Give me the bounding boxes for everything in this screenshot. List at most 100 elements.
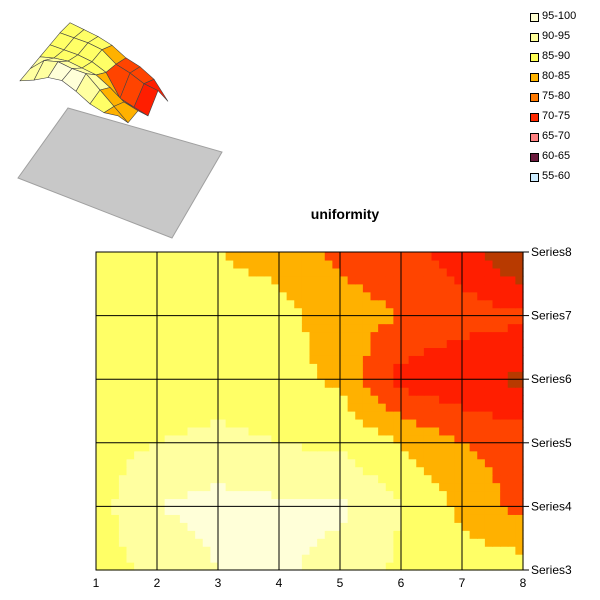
contour-cell xyxy=(401,275,410,285)
contour-cell xyxy=(141,275,150,285)
contour-cell xyxy=(416,426,425,436)
contour-cell xyxy=(500,387,509,396)
series-label: Series4 xyxy=(531,499,572,513)
contour-cell xyxy=(126,466,135,476)
contour-cell xyxy=(157,307,166,317)
contour-cell xyxy=(309,458,318,468)
contour-cell xyxy=(210,434,219,444)
contour-cell xyxy=(256,379,265,388)
legend-item: 60-65 xyxy=(530,148,600,168)
contour-cell xyxy=(439,554,448,563)
contour-cell xyxy=(157,538,166,547)
contour-cell xyxy=(477,498,486,507)
contour-cell xyxy=(515,379,524,388)
contour-cell xyxy=(362,466,372,476)
contour-cell xyxy=(393,530,402,539)
contour-cell xyxy=(233,506,242,515)
contour-cell xyxy=(286,323,295,333)
contour-cell xyxy=(149,395,158,404)
contour-cell xyxy=(492,395,501,404)
contour-cell xyxy=(362,355,372,364)
contour-cell xyxy=(507,514,516,523)
contour-cell xyxy=(286,442,295,452)
contour-cell xyxy=(111,418,120,428)
contour-cell xyxy=(317,387,326,396)
contour-cell xyxy=(96,395,105,404)
contour-cell xyxy=(309,355,318,364)
contour-cell xyxy=(347,371,356,380)
contour-cell xyxy=(218,347,227,356)
contour-cell xyxy=(172,458,181,468)
contour-cell xyxy=(172,554,181,563)
contour-cell xyxy=(324,506,333,515)
contour-cell xyxy=(324,450,333,460)
contour-cell xyxy=(271,538,280,547)
contour-cell xyxy=(202,522,211,531)
contour-cell xyxy=(195,426,204,436)
contour-cell xyxy=(103,252,112,261)
contour-cell xyxy=(271,252,280,261)
contour-cell xyxy=(263,252,272,261)
contour-cell xyxy=(157,411,166,420)
contour-cell xyxy=(340,522,349,531)
contour-cell xyxy=(393,299,402,309)
contour-cell xyxy=(317,434,326,444)
contour-cell xyxy=(202,275,211,285)
contour-cell xyxy=(462,315,471,325)
contour-cell xyxy=(271,434,280,444)
contour-cell xyxy=(210,466,219,476)
contour-cell xyxy=(134,395,143,404)
contour-cell xyxy=(401,299,410,309)
contour-cell xyxy=(347,355,356,364)
contour-cell xyxy=(149,331,158,341)
contour-cell xyxy=(370,434,379,444)
contour-cell xyxy=(96,291,105,301)
contour-cell xyxy=(500,546,509,555)
contour-cell xyxy=(141,442,150,452)
contour-cell xyxy=(500,331,509,341)
contour-cell xyxy=(210,395,219,404)
contour-cell xyxy=(225,466,234,476)
contour-cell xyxy=(370,299,379,309)
contour-cell xyxy=(202,490,211,500)
plot-border xyxy=(95,251,524,571)
contour-cell xyxy=(492,347,501,356)
contour-cell xyxy=(134,299,143,309)
contour-cell xyxy=(187,267,196,277)
contour-cell xyxy=(195,371,204,380)
contour-cell xyxy=(263,538,272,547)
contour-cell xyxy=(317,371,326,380)
contour-cell xyxy=(492,403,501,412)
contour-cell xyxy=(454,371,463,380)
contour-cell xyxy=(240,522,250,531)
contour-cell xyxy=(134,474,143,484)
contour-cell xyxy=(309,554,318,563)
contour-cell xyxy=(362,522,372,531)
contour-cell xyxy=(416,482,425,492)
contour-cell xyxy=(294,252,303,261)
contour-cell xyxy=(500,482,509,492)
contour-cell xyxy=(340,554,349,563)
contour-cell xyxy=(96,363,105,372)
contour-cell xyxy=(500,291,509,301)
contour-cell xyxy=(500,442,509,452)
contour-cell xyxy=(332,562,341,571)
contour-cell xyxy=(492,514,501,523)
contour-cell xyxy=(218,371,227,380)
contour-cell xyxy=(240,323,250,333)
contour-cell xyxy=(195,283,204,293)
contour-cell xyxy=(187,363,196,372)
contour-cell xyxy=(141,538,150,547)
contour-cell xyxy=(301,371,311,380)
contour-cell xyxy=(317,450,326,460)
contour-cell xyxy=(240,275,250,285)
contour-cell xyxy=(469,554,478,563)
contour-cell xyxy=(157,315,166,325)
contour-cell xyxy=(393,411,402,420)
contour-cell xyxy=(286,418,295,428)
contour-cell xyxy=(141,307,150,317)
contour-cell xyxy=(515,291,524,301)
contour-cell xyxy=(401,283,410,293)
contour-cell xyxy=(141,315,150,325)
contour-cell xyxy=(286,474,295,484)
